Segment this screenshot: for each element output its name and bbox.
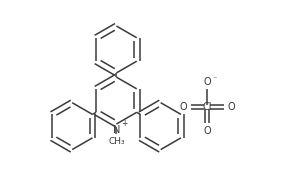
Text: ⁻: ⁻: [212, 74, 217, 83]
Text: O: O: [180, 102, 187, 112]
Text: +: +: [121, 119, 127, 128]
Text: Cl: Cl: [202, 102, 212, 112]
Text: N: N: [113, 125, 121, 135]
Text: O: O: [227, 102, 235, 112]
Text: O: O: [203, 77, 211, 87]
Text: O: O: [203, 126, 211, 136]
Text: CH₃: CH₃: [108, 137, 125, 146]
